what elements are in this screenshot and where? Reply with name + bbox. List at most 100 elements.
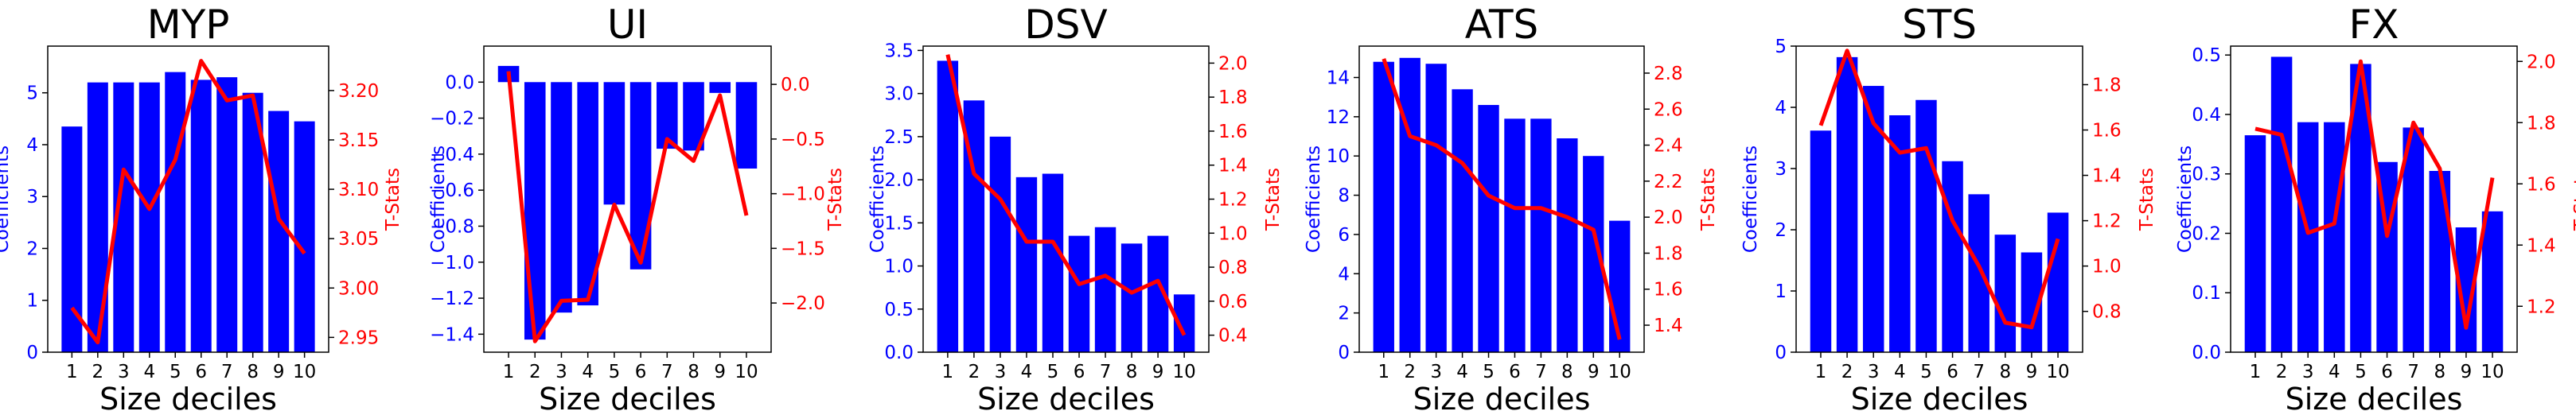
bar-5 [1478,105,1499,353]
x-tick-label: 1 [1815,362,1827,382]
bar-6 [190,80,212,352]
x-tick-label: 4 [1894,362,1906,382]
x-tick-label: 7 [221,362,233,382]
y2-axis-label: T-Stats [1698,168,1719,231]
x-tick-label: 5 [1920,362,1932,382]
x-tick-label: 6 [1509,362,1521,382]
bar-3 [551,82,572,313]
y2-tick-label: 0.8 [1218,258,1248,278]
y2-tick-label: 0.6 [1218,292,1248,312]
y-tick-label: 3.5 [884,41,914,61]
y2-tick-label: 3.00 [338,278,379,299]
y2-tick-label: 3.20 [338,81,379,102]
chart-title: STS [1902,2,1977,48]
tstat-line [70,59,306,345]
y2-tick-label: 1.2 [2092,211,2122,232]
x-axis-label: Size deciles [539,382,716,415]
bar-9 [268,111,290,352]
bar-10 [2047,212,2069,352]
y-tick-label: 1 [1775,281,1787,302]
y-tick-label: 0.0 [884,343,914,363]
x-tick-label: 2 [92,362,104,382]
y2-tick-label: 2.95 [338,328,379,348]
tstat-line [1382,58,1622,340]
y-tick-label: 4 [26,135,38,156]
y2-tick-label: 1.8 [2527,113,2556,134]
x-tick-label: 2 [968,362,980,382]
x-tick-label: 2 [1841,362,1853,382]
bar-3 [1425,64,1447,352]
x-tick-label: 7 [1973,362,1985,382]
y2-tick-label: 2.8 [1654,64,1683,84]
y-tick-label: 3.0 [884,84,914,105]
bar-1 [937,60,959,353]
y-tick-label: 6 [1338,225,1350,246]
bar-2 [1399,57,1421,353]
x-tick-label: 7 [2407,362,2419,382]
y2-tick-label: 1.4 [1654,316,1683,336]
y-tick-label: 5 [1775,37,1787,57]
bar-6 [1068,235,1090,352]
chart-title: UI [607,2,648,48]
y-axis-label: Coefficients [2175,145,2196,253]
x-tick-label: 6 [195,362,207,382]
chart-title: FX [2348,2,2399,48]
plot-frame [2230,45,2518,353]
y-tick-label: −0.6 [430,180,474,201]
bar-7 [1968,194,1989,352]
bar-5 [1915,99,1937,352]
x-tick-label: 5 [170,362,181,382]
plot-frame [483,45,772,353]
y2-tick-label: 1.6 [2527,174,2556,195]
bar-5 [603,82,625,205]
x-tick-label: 1 [942,362,954,382]
x-tick-label: 9 [273,362,285,382]
bar-9 [709,82,731,93]
y-tick-label: 0.0 [445,72,474,93]
y2-tick-label: −1.0 [781,184,825,205]
x-tick-label: 8 [1561,362,1573,382]
y2-tick-label: 0.8 [2092,302,2122,323]
plot-frame [1795,45,2083,353]
y2-tick-label: 2.4 [1654,136,1683,157]
y2-tick-label: 1.6 [1654,280,1683,301]
x-tick-label: 3 [2302,362,2314,382]
x-tick-label: 6 [2381,362,2393,382]
bar-2 [524,82,546,340]
bar-6 [629,82,652,270]
bar-4 [1889,115,1911,352]
y2-tick-label: 2.0 [1218,53,1248,74]
x-tick-label: 9 [2026,362,2038,382]
x-tick-label: 9 [714,362,726,382]
tstat-line [506,71,749,343]
x-tick-label: 2 [2276,362,2288,382]
y2-tick-label: −2.0 [781,293,825,314]
y-axis-label: Coefficients [428,145,449,253]
x-tick-label: 8 [247,362,259,382]
bar-2 [2270,56,2293,353]
x-tick-label: 8 [1126,362,1138,382]
x-tick-label: 4 [582,362,594,382]
x-axis-label: Size deciles [1413,382,1591,415]
y-axis-label: Coefficients [867,145,888,253]
x-tick-label: 3 [1430,362,1442,382]
y2-tick-label: 1.0 [1218,223,1248,244]
plot-frame [1358,45,1645,353]
bar-5 [1042,173,1064,352]
y-tick-label: 8 [1338,186,1350,207]
x-axis-label: Size deciles [1851,382,2028,415]
y-tick-label: −1.0 [430,253,474,273]
y-tick-label: −1.4 [430,324,474,345]
y-axis-label: Coefficients [0,145,13,253]
y2-axis-label: T-Stats [1263,168,1284,231]
bar-6 [1942,161,1963,352]
x-axis-label: Size deciles [977,382,1155,415]
y2-tick-label: 1.2 [2527,297,2556,317]
y-tick-label: 0.3 [2192,165,2221,185]
y-tick-label: 3 [1775,159,1787,180]
x-tick-label: 4 [143,362,155,382]
y-tick-label: −0.2 [430,109,474,130]
x-tick-label: 3 [1868,362,1880,382]
bar-1 [2244,135,2266,352]
bar-7 [216,77,238,353]
